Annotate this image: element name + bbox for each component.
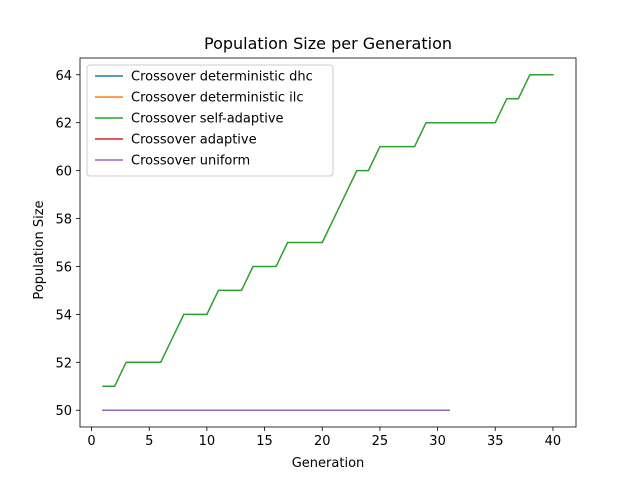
- x-tick-label: 25: [372, 434, 389, 449]
- x-tick-label: 20: [314, 434, 331, 449]
- y-tick-label: 56: [55, 260, 72, 275]
- x-tick-label: 10: [199, 434, 216, 449]
- y-tick-label: 50: [55, 404, 72, 419]
- legend-entry: Crossover uniform: [131, 154, 250, 169]
- y-tick-label: 64: [55, 69, 72, 84]
- legend-entry: Crossover deterministic ilc: [131, 91, 303, 106]
- x-tick-label: 30: [429, 434, 446, 449]
- y-axis-label: Population Size: [32, 200, 47, 299]
- y-tick-label: 60: [55, 165, 72, 180]
- x-tick-label: 15: [256, 434, 273, 449]
- axes-frame: [79, 57, 577, 428]
- x-tick-label: 35: [487, 434, 504, 449]
- y-tick-label: 58: [55, 213, 72, 228]
- y-tick-label: 52: [55, 356, 72, 371]
- x-tick-label: 0: [87, 434, 95, 449]
- legend-entry: Crossover deterministic dhc: [131, 70, 313, 85]
- y-axis-ticks: 50 52 54 56 58 60 62 64: [55, 69, 80, 419]
- legend: Crossover deterministic dhc Crossover det…: [86, 64, 334, 177]
- y-tick-label: 54: [55, 308, 72, 323]
- legend-entry: Crossover adaptive: [131, 133, 257, 148]
- x-axis-ticks: 0 5 10 15 20 25 30 35 40: [87, 427, 561, 449]
- y-tick-label: 62: [55, 117, 72, 132]
- plot-area: [79, 57, 577, 428]
- legend-entry: Crossover self-adaptive: [131, 112, 284, 127]
- series-line-2: [102, 74, 554, 388]
- x-axis-label: Generation: [292, 456, 365, 471]
- x-tick-label: 40: [545, 434, 562, 449]
- legend-box: [86, 64, 334, 177]
- chart-title: Population Size per Generation: [204, 34, 452, 53]
- x-tick-label: 5: [145, 434, 153, 449]
